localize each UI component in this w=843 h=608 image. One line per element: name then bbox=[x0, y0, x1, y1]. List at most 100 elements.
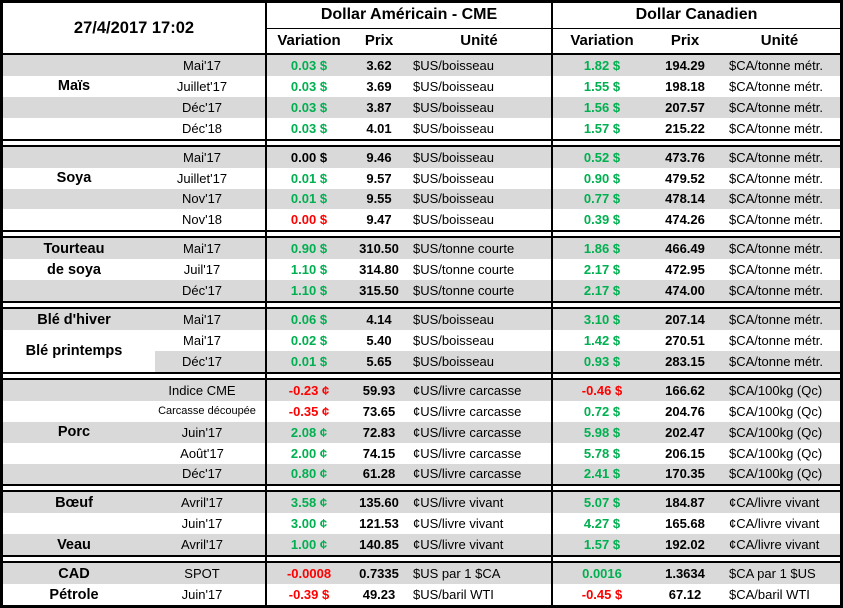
ca-price-value: 198.18 bbox=[651, 75, 719, 97]
us-price-value: 9.55 bbox=[351, 188, 407, 210]
commodity-label bbox=[3, 96, 155, 118]
ca-section-title: Dollar Canadien bbox=[553, 3, 840, 29]
commodity-label bbox=[3, 379, 155, 401]
us-unit-label: $US/boisseau bbox=[407, 350, 551, 372]
contract-month: Avril'17 bbox=[155, 534, 265, 556]
contract-month: Déc'18 bbox=[155, 117, 265, 139]
contract-month: Juin'17 bbox=[155, 513, 265, 535]
ca-unit-label: $CA/tonne métr. bbox=[719, 146, 840, 168]
ca-variation-value: 5.07 $ bbox=[551, 492, 651, 514]
commodity-label: Tourteau bbox=[3, 238, 155, 260]
us-price-value: 121.53 bbox=[351, 513, 407, 535]
table-row: Nov'18 0.00 $9.47 $US/boisseau 0.39 $474.26… bbox=[3, 209, 840, 231]
ca-price-value: 478.14 bbox=[651, 188, 719, 210]
table-row: Pétrole Juin'17 -0.39 $49.23 $US/baril WTI -… bbox=[3, 584, 840, 605]
ca-variation-value: 5.98 $ bbox=[551, 421, 651, 443]
us-price-value: 5.65 bbox=[351, 350, 407, 372]
ca-variation-value: 5.78 $ bbox=[551, 442, 651, 464]
ca-price-value: 479.52 bbox=[651, 167, 719, 189]
ca-variation-value: 0.77 $ bbox=[551, 188, 651, 210]
commodity-label bbox=[3, 463, 155, 485]
ca-price-value: 1.3634 bbox=[651, 563, 719, 585]
ca-price-value: 466.49 bbox=[651, 238, 719, 260]
us-variation-value: -0.23 ¢ bbox=[265, 379, 351, 401]
us-variation-value: 2.00 ¢ bbox=[265, 442, 351, 464]
table-row: Carcasse découpée -0.35 ¢ 73.65 ¢US/livre c… bbox=[3, 400, 840, 422]
ca-price-value: 166.62 bbox=[651, 379, 719, 401]
commodity-label bbox=[3, 330, 155, 351]
ca-prix-column-header: Prix bbox=[670, 32, 700, 50]
contract-month: Août'17 bbox=[155, 442, 265, 464]
us-price-value: 4.14 bbox=[351, 309, 407, 331]
table-row: Déc'17 0.03 $3.87 $US/boisseau 1.56 $207.57… bbox=[3, 96, 840, 118]
separator-segment bbox=[551, 373, 840, 378]
table-row: Blé d'hiver Mai'17 0.06 $4.14 $US/boisseau 3… bbox=[3, 309, 840, 331]
table-row: Déc'18 0.03 $4.01 $US/boisseau 1.57 $215.22… bbox=[3, 117, 840, 139]
ca-price-value: 206.15 bbox=[651, 442, 719, 464]
commodity-label: Maïs bbox=[3, 75, 155, 97]
ca-variation-value: 1.57 $ bbox=[551, 117, 651, 139]
separator-segment bbox=[3, 141, 265, 145]
separator-segment bbox=[3, 374, 265, 378]
section-separator bbox=[3, 555, 840, 564]
ca-unit-label: $CA/tonne métr. bbox=[719, 55, 840, 76]
ca-unit-label: $CA/tonne métr. bbox=[719, 75, 840, 97]
ca-variation-value: 3.10 $ bbox=[551, 309, 651, 331]
us-unit-label: $US/boisseau bbox=[407, 309, 551, 331]
table-row: Déc'17 0.80 ¢ 61.28 ¢US/livre carcasse 2.41 … bbox=[3, 463, 840, 485]
us-unit-label: $US/boisseau bbox=[407, 188, 551, 210]
ca-price-value: 170.35 bbox=[651, 463, 719, 485]
section-soya: Mai'17 0.00 $9.46 $US/boisseau 0.52 $473.76… bbox=[3, 146, 840, 231]
us-variation-value: 3.58 ¢ bbox=[265, 492, 351, 514]
us-unit-label: $US/boisseau bbox=[407, 330, 551, 351]
ca-price-value: 270.51 bbox=[651, 330, 719, 351]
table-row: Maïs Juillet'17 0.03 $3.69 $US/boisseau 1.55… bbox=[3, 75, 840, 97]
separator-segment bbox=[3, 557, 265, 561]
table-row: Porc Juin'17 2.08 ¢ 72.83 ¢US/livre carcasse… bbox=[3, 421, 840, 443]
table-row: Veau Avril'17 1.00 ¢ 140.85 ¢US/livre vivant… bbox=[3, 534, 840, 556]
separator-segment bbox=[551, 486, 840, 491]
section-ble: Blé d'hiver Mai'17 0.06 $4.14 $US/boisseau 3… bbox=[3, 309, 840, 372]
ca-variation-value: -0.45 $ bbox=[551, 584, 651, 605]
us-unit-label: $US/boisseau bbox=[407, 75, 551, 97]
section-porc: Indice CME -0.23 ¢ 59.93 ¢US/livre carcasse… bbox=[3, 379, 840, 485]
us-prix-column-header: Prix bbox=[364, 32, 394, 50]
ca-variation-value: 1.42 $ bbox=[551, 330, 651, 351]
ca-price-value: 207.57 bbox=[651, 96, 719, 118]
commodity-label: Soya bbox=[3, 167, 155, 189]
ca-unit-label: $CA/100kg (Qc) bbox=[719, 421, 840, 443]
us-subheaders: Variation Prix Unité bbox=[267, 29, 551, 54]
ca-variation-value: 0.52 $ bbox=[551, 146, 651, 168]
us-unit-label: ¢US/livre carcasse bbox=[407, 442, 551, 464]
us-variation-value: 0.01 $ bbox=[265, 188, 351, 210]
ca-price-value: 192.02 bbox=[651, 534, 719, 556]
contract-month: Juillet'17 bbox=[155, 167, 265, 189]
ca-price-value: 204.76 bbox=[651, 400, 719, 422]
table-row: Déc'17 0.01 $5.65 $US/boisseau 0.93 $283.15… bbox=[3, 350, 840, 372]
contract-month: Juin'17 bbox=[155, 421, 265, 443]
commodity-label: CAD bbox=[3, 563, 155, 585]
table-row: Tourteau Mai'17 0.90 $310.50 $US/tonne cour… bbox=[3, 238, 840, 260]
ca-price-value: 202.47 bbox=[651, 421, 719, 443]
ca-unit-label: $CA/tonne métr. bbox=[719, 209, 840, 231]
ca-variation-value: 2.17 $ bbox=[551, 259, 651, 281]
us-section-title: Dollar Américain - CME bbox=[267, 3, 551, 29]
us-price-value: 310.50 bbox=[351, 238, 407, 260]
ca-unit-label: $CA par 1 $US bbox=[719, 563, 840, 585]
us-price-value: 3.87 bbox=[351, 96, 407, 118]
ca-variation-column-header: Variation bbox=[570, 32, 634, 50]
us-price-value: 49.23 bbox=[351, 584, 407, 605]
ca-variation-value: 0.90 $ bbox=[551, 167, 651, 189]
separator-segment bbox=[265, 557, 551, 562]
ca-price-value: 215.22 bbox=[651, 117, 719, 139]
us-variation-value: 1.10 $ bbox=[265, 259, 351, 281]
us-price-value: 140.85 bbox=[351, 534, 407, 556]
contract-month: Nov'17 bbox=[155, 188, 265, 210]
contract-month: Nov'18 bbox=[155, 209, 265, 231]
commodity-label bbox=[3, 350, 155, 372]
table-row: CAD SPOT -0.0008 0.7335 $US par 1 $CA 0.0016 1… bbox=[3, 563, 840, 585]
ca-price-value: 474.00 bbox=[651, 280, 719, 302]
separator-segment bbox=[265, 373, 551, 378]
ca-variation-value: 2.17 $ bbox=[551, 280, 651, 302]
us-unit-label: $US/baril WTI bbox=[407, 584, 551, 605]
